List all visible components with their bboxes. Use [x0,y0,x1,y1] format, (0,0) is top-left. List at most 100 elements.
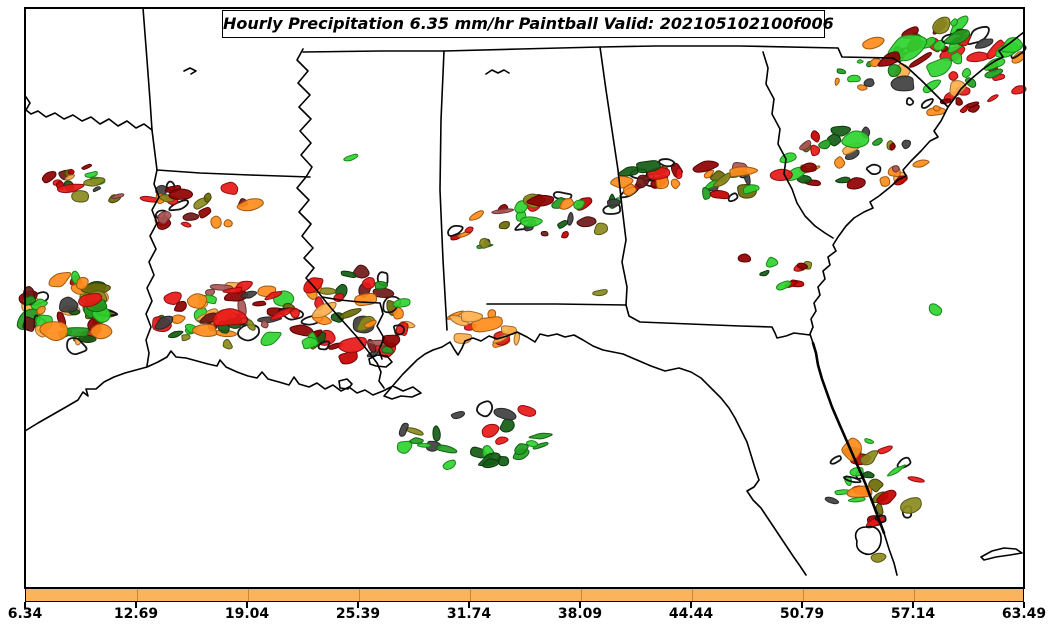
border-louisiana-mississippi [321,296,385,360]
colorbar-tick-label: 63.49 [1001,606,1047,622]
paintball-blob [912,159,930,168]
paintball-blob [171,314,186,324]
paintball-blob [835,176,851,184]
colorbar-tickmark [357,602,359,608]
paintball-blob [592,289,608,297]
paintball-blob [528,432,553,440]
colorbar-tickmark [468,602,470,608]
lake-okeechobee [854,525,882,556]
paintball-blob [436,444,458,454]
paintball-blob [974,38,994,49]
paintball-blob [66,337,88,356]
paintball-blob [453,332,473,344]
paintball-blob [392,306,404,320]
colorbar-tickmark [690,602,692,608]
paintball-blob [76,276,89,290]
paintball-blob [959,105,969,114]
colorbar-divider [359,589,360,601]
paintball-blob [301,336,319,350]
paintball-blob [713,172,732,188]
paintball-blob [223,219,233,228]
paintball-blob [154,315,174,330]
paintball-blob [636,160,661,174]
paintball-blob [64,174,76,181]
paintball-blob [1001,37,1024,53]
paintball-blob [361,277,376,290]
paintball-blob [847,74,861,83]
paintball-blob [932,105,941,112]
paintball-blob [381,334,401,348]
paintball-blob [84,171,98,178]
paintball-blob [759,269,770,277]
paintball-blob [932,16,951,35]
paintball-blob [824,496,840,505]
colorbar-tick-label: 31.74 [446,606,492,622]
tennessee-river-squiggle [485,69,510,75]
paintball-blob [396,440,413,454]
colorbar-tickmark [1023,602,1025,608]
paintball-blob [236,198,264,212]
paintball-blob [617,166,639,177]
paintball-blob [846,177,866,190]
colorbar-divider [137,589,138,601]
paintball-blob [526,194,555,207]
paintball-blob [318,287,337,295]
paintball-blob [810,144,821,157]
paintball-blob [800,162,817,173]
paintball-blob [703,169,715,179]
paintball-blob [769,168,793,181]
border-sabine-river [145,169,160,367]
paintball-blob [92,186,102,193]
paintball-blob [928,303,943,316]
paintball-blob [180,221,192,228]
colorbar-tick-label: 12.69 [113,606,159,622]
paintball-blob [464,226,474,234]
paintball-blob [520,216,543,228]
paintball-blob [476,400,494,418]
paintball-blob [246,319,256,331]
paintball-blob [900,497,922,514]
paintball-blob [948,71,959,81]
paintball-blob [863,78,875,88]
paintball-blob [834,156,846,169]
paintball-blob [860,450,879,466]
paintball-blob [374,281,388,290]
paintball-blob [469,446,487,459]
paintball-blob [926,57,952,78]
paintball-blob [317,340,331,351]
paintball-blob [398,422,409,437]
paintball-blob [765,256,779,268]
paintball-blob [493,407,517,421]
paintball-blob [742,184,760,195]
paintball-blob [796,262,809,271]
paintball-blob [240,290,258,299]
paintball-blob [447,224,464,237]
paintball-blob [846,485,873,498]
paintball-blob [829,455,842,465]
paintball-blob [41,171,57,184]
paintball-blob [593,222,609,236]
paintball-blob [64,327,90,338]
paintball-blob [893,175,908,186]
paintball-blob [877,51,901,67]
paintball-blob [468,210,484,221]
paintball-blob [416,443,431,448]
paintball-blob [891,165,900,173]
paintball-blob [920,98,934,109]
paintball-blob [481,458,500,469]
paintball-blob [830,125,851,137]
paintball-blob [950,51,963,65]
paintball-blob [405,427,424,436]
paintball-blob [818,139,831,150]
paintball-blob [157,210,172,225]
paintball-blob [889,142,896,151]
paintball-blob [338,336,367,354]
paintball-blob [606,198,621,208]
gulf-coastline [24,331,807,576]
colorbar-tick-label: 38.09 [557,606,603,622]
paintball-blob [517,404,537,417]
paintball-blob [576,216,597,228]
paintball-blob [658,158,676,168]
paintball-blob [779,152,797,164]
